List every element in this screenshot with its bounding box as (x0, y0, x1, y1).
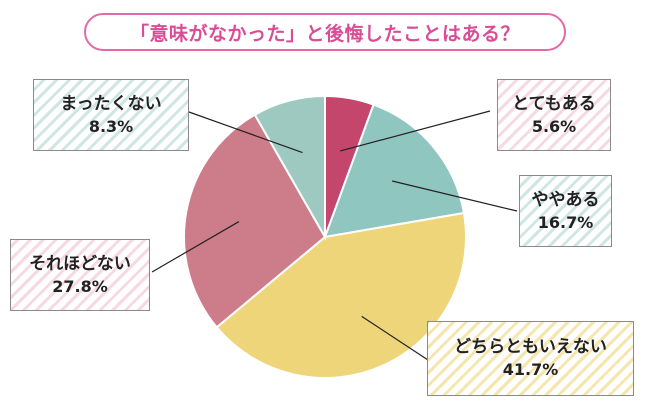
leader-lines (151, 110, 518, 361)
slice-label-dochiratomoienai: どちらともいえない 41.7% (427, 321, 634, 396)
pie-slice (323, 103, 466, 239)
slice-label-yayaaru: ややある 16.7% (519, 175, 612, 247)
chart-title: 「意味がなかった」と後悔したことはある？ (84, 13, 566, 51)
pie-slice (253, 94, 326, 241)
slice-label-value: 41.7% (502, 360, 559, 380)
slice-label-sorehodonai: それほどない 27.8% (10, 239, 150, 311)
slice-label-value: 5.6% (531, 116, 577, 136)
pie-slice (183, 113, 327, 329)
slice-label-mattakunai: まったくない 8.3% (33, 79, 189, 151)
slice-label-value: 27.8% (52, 276, 108, 296)
leader-line (151, 221, 240, 273)
slice-label-totemoaru: とてもある 5.6% (497, 79, 611, 151)
leader-line (391, 180, 518, 212)
slice-label-name: ややある (531, 189, 600, 210)
slice-label-name: どちらともいえない (454, 337, 607, 358)
pie-slices (183, 94, 467, 379)
leader-line (188, 111, 303, 154)
slice-label-name: とてもある (512, 93, 596, 114)
slice-label-value: 16.7% (537, 212, 594, 232)
slice-label-value: 8.3% (88, 116, 134, 136)
leader-line (340, 110, 491, 152)
pie-slice (215, 211, 467, 379)
leader-line (361, 315, 429, 361)
slice-label-name: まったくない (60, 93, 162, 114)
slice-label-name: それほどない (29, 253, 131, 274)
